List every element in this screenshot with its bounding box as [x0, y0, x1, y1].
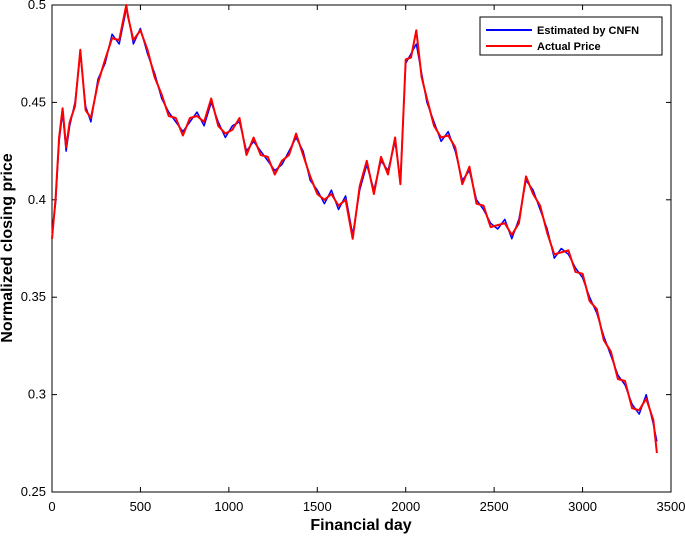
series-line-actual-price [51, 4, 658, 454]
x-tick-label: 3000 [568, 499, 597, 514]
x-tick-label: 500 [130, 499, 152, 514]
x-tick-label: 1000 [214, 499, 243, 514]
axis-ticks: 0 500 1000 1500 2000 2500 3000 3500 0.25 0.3 0.35 0… [21, 0, 685, 514]
legend-label-actual: Actual Price [537, 41, 601, 53]
x-axis-title: Financial day [310, 517, 411, 534]
legend-box [479, 16, 663, 56]
x-tick-label: 2500 [480, 499, 509, 514]
x-tick-label: 1500 [303, 499, 332, 514]
y-axis-title: Normalized closing price [0, 153, 16, 342]
x-tick-label: 2000 [391, 499, 420, 514]
legend-label-estimated: Estimated by CNFN [537, 25, 639, 37]
y-tick-label: 0.5 [28, 0, 46, 12]
y-tick-label: 0.25 [21, 484, 46, 499]
y-tick-label: 0.35 [21, 289, 46, 304]
x-tick-label: 3500 [657, 499, 685, 514]
x-tick-label: 0 [48, 499, 55, 514]
legend: Estimated by CNFN Actual Price [479, 16, 663, 56]
y-tick-label: 0.3 [28, 387, 46, 402]
y-tick-label: 0.45 [21, 94, 46, 109]
y-tick-label: 0.4 [28, 192, 46, 207]
plot-area [51, 4, 672, 493]
series-lines [51, 4, 658, 454]
